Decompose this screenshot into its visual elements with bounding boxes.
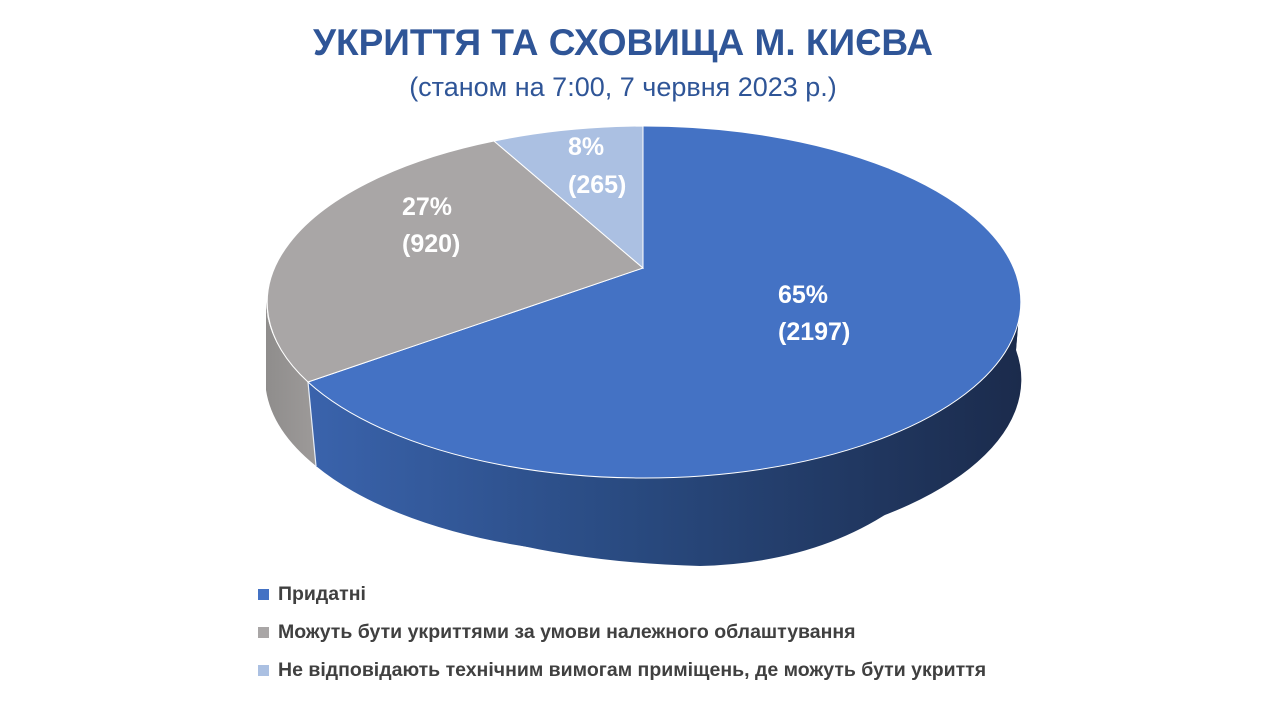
label-pct-unsuitable: 8%: [568, 133, 604, 161]
legend-item-unsuitable: Не відповідають технічним вимогам приміщ…: [258, 651, 986, 689]
slice-top-gray: [266, 140, 644, 383]
legend-item-suitable: Придатні: [258, 575, 986, 613]
legend-label: Можуть бути укриттями за умови належного…: [278, 620, 856, 643]
label-count-conditional: (920): [402, 230, 460, 258]
legend-label: Придатні: [278, 582, 366, 605]
label-count-unsuitable: (265): [568, 171, 626, 199]
chart-title: УКРИТТЯ ТА СХОВИЩА М. КИЄВА: [312, 22, 934, 63]
slice-side-blue-fill: [308, 302, 1020, 566]
label-pct-suitable: 65%: [778, 281, 828, 309]
slice-side-gray-fill: [266, 302, 316, 466]
legend-label: Не відповідають технічним вимогам приміщ…: [278, 658, 987, 681]
chart-subtitle: (станом на 7:00, 7 червня 2023 р.): [409, 72, 837, 102]
legend-item-conditional: Можуть бути укриттями за умови належного…: [258, 613, 986, 651]
slice-top-blue: [307, 125, 1022, 479]
legend-swatch-lightblue-icon: [258, 664, 269, 676]
slice-top-lightblue: [492, 125, 644, 270]
legend-swatch-blue-icon: [258, 588, 269, 600]
label-count-suitable: (2197): [778, 318, 850, 346]
label-pct-conditional: 27%: [402, 193, 452, 221]
legend-swatch-gray-icon: [258, 626, 269, 638]
chart-legend: Придатні Можуть бути укриттями за умови …: [258, 575, 986, 689]
